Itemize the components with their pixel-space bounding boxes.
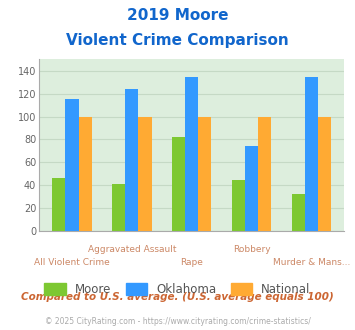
Bar	[232, 180, 245, 231]
Bar	[52, 179, 65, 231]
Text: Rape: Rape	[180, 258, 203, 267]
Text: © 2025 CityRating.com - https://www.cityrating.com/crime-statistics/: © 2025 CityRating.com - https://www.city…	[45, 317, 310, 326]
Legend: Moore, Oklahoma, National: Moore, Oklahoma, National	[40, 278, 315, 301]
Text: Compared to U.S. average. (U.S. average equals 100): Compared to U.S. average. (U.S. average …	[21, 292, 334, 302]
Bar	[292, 194, 305, 231]
Bar	[172, 137, 185, 231]
Bar	[318, 116, 331, 231]
Bar	[112, 184, 125, 231]
Bar	[78, 116, 92, 231]
Bar	[305, 77, 318, 231]
Bar	[65, 99, 78, 231]
Text: Robbery: Robbery	[233, 245, 271, 254]
Bar	[138, 116, 152, 231]
Text: Violent Crime Comparison: Violent Crime Comparison	[66, 33, 289, 48]
Bar	[185, 77, 198, 231]
Text: Aggravated Assault: Aggravated Assault	[88, 245, 176, 254]
Bar	[198, 116, 212, 231]
Bar	[258, 116, 271, 231]
Text: 2019 Moore: 2019 Moore	[127, 8, 228, 23]
Bar	[125, 89, 138, 231]
Text: Murder & Mans...: Murder & Mans...	[273, 258, 350, 267]
Bar	[245, 146, 258, 231]
Text: All Violent Crime: All Violent Crime	[34, 258, 110, 267]
